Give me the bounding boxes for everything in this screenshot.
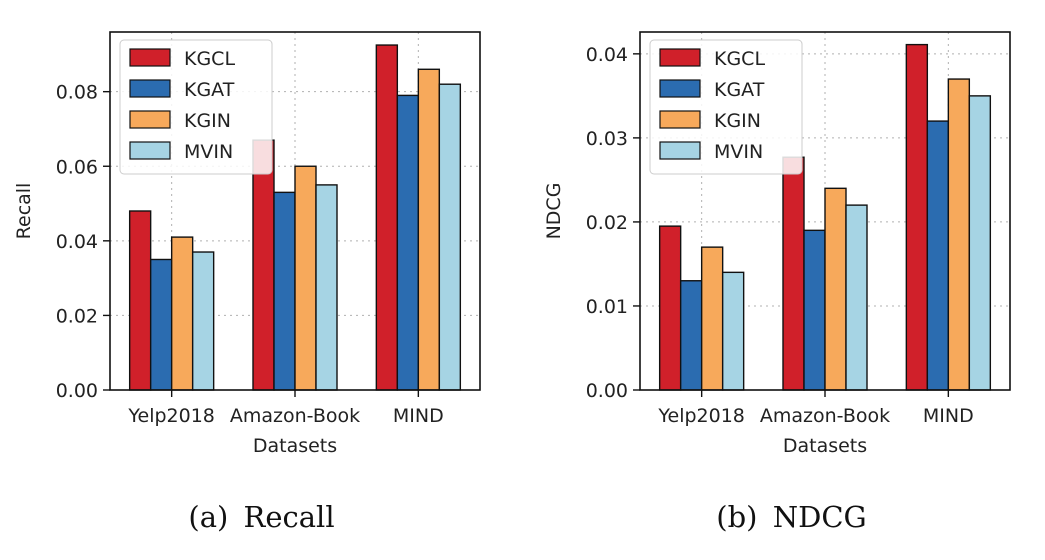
ndcg-bar-kgcl-yelp2018 <box>658 225 682 391</box>
recall-y-tick-label: 0.08 <box>56 82 98 104</box>
ndcg-y-tick-label: 0.00 <box>586 380 628 402</box>
recall-bar-kgat-yelp2018 <box>149 258 173 391</box>
ndcg-bar-kgin-amazon-book <box>824 187 847 391</box>
recall-caption-text: Recall <box>243 500 335 534</box>
recall-chart: 0.00 0.02 0.04 0.06 0.08 Yelp2018 Amazon-Book M… <box>13 31 481 457</box>
recall-x-tick-label: Yelp2018 <box>127 405 214 427</box>
ndcg-legend-box <box>649 39 803 175</box>
ndcg-legend-label-mvin: MVIN <box>714 141 763 163</box>
recall-bar-kgin-mind <box>417 68 441 391</box>
ndcg-bar-kgin-yelp2018 <box>700 246 724 391</box>
recall-legend-label-kgin: KGIN <box>184 110 231 132</box>
ndcg-bar-kgcl-amazon-book <box>782 156 805 391</box>
recall-bar-mvin-yelp2018 <box>191 251 215 391</box>
ndcg-legend-label-kgin: KGIN <box>714 110 761 132</box>
ndcg-y-tick-label: 0.04 <box>586 44 628 66</box>
ndcg-y-tick-label: 0.03 <box>586 128 628 150</box>
recall-x-tick-label: Amazon-Book <box>230 405 360 427</box>
ndcg-bar-mvin-amazon-book <box>845 204 868 391</box>
recall-legend-label-kgat: KGAT <box>184 79 235 101</box>
recall-y-tick-label: 0.02 <box>56 305 98 327</box>
recall-bar-mvin-amazon-book <box>315 184 338 391</box>
recall-bar-kgcl-mind <box>375 44 399 391</box>
ndcg-bar-kgat-mind <box>926 120 950 391</box>
recall-bar-mvin-mind <box>438 83 462 391</box>
ndcg-legend-swatch-mvin <box>659 141 701 160</box>
ndcg-caption-label: (b) <box>716 500 758 534</box>
ndcg-legend-label-kgat: KGAT <box>714 79 765 101</box>
recall-y-tick-label: 0.06 <box>56 156 98 178</box>
recall-bar-kgin-amazon-book <box>294 165 317 391</box>
ndcg-x-tick-label: MIND <box>923 405 974 427</box>
ndcg-y-tick-label: 0.02 <box>586 212 628 234</box>
recall-x-axis-label: Datasets <box>253 435 337 457</box>
ndcg-bar-kgcl-mind <box>905 43 929 391</box>
recall-bar-kgat-mind <box>396 94 420 391</box>
recall-y-tick-label: 0.00 <box>56 380 98 402</box>
ndcg-legend-swatch-kgcl <box>659 48 701 67</box>
recall-bar-kgcl-amazon-book <box>252 139 275 391</box>
ndcg-y-tick-label: 0.01 <box>586 296 628 318</box>
recall-y-tick-label: 0.04 <box>56 231 98 253</box>
ndcg-bar-mvin-yelp2018 <box>721 271 745 391</box>
ndcg-bar-kgat-yelp2018 <box>679 280 703 391</box>
ndcg-caption: (b) NDCG <box>530 500 1045 534</box>
recall-legend-label-kgcl: KGCL <box>184 48 235 70</box>
ndcg-legend-swatch-kgin <box>659 110 701 129</box>
ndcg-bar-kgin-mind <box>947 78 971 391</box>
recall-legend-swatch-kgat <box>129 79 171 98</box>
ndcg-legend: KGCL KGAT KGIN MVIN <box>649 39 803 175</box>
recall-caption-label: (a) <box>188 500 229 534</box>
recall-legend-swatch-kgin <box>129 110 171 129</box>
ndcg-x-tick-label: Amazon-Book <box>760 405 890 427</box>
recall-y-axis-label: Recall <box>13 183 35 240</box>
recall-bar-kgcl-yelp2018 <box>128 210 152 391</box>
ndcg-x-tick-label: Yelp2018 <box>657 405 744 427</box>
recall-caption: (a) Recall <box>0 500 523 534</box>
ndcg-bars <box>658 43 992 391</box>
ndcg-y-axis-label: NDCG <box>543 183 565 240</box>
recall-legend: KGCL KGAT KGIN MVIN <box>119 39 273 175</box>
recall-bar-kgat-amazon-book <box>273 191 296 391</box>
ndcg-bar-kgat-amazon-book <box>803 229 826 391</box>
recall-legend-swatch-kgcl <box>129 48 171 67</box>
recall-legend-box <box>119 39 273 175</box>
recall-legend-swatch-mvin <box>129 141 171 160</box>
ndcg-bar-mvin-mind <box>968 95 992 391</box>
ndcg-chart: 0.00 0.01 0.02 0.03 0.04 Yelp2018 Amazon-Book M… <box>543 31 1011 457</box>
recall-bar-kgin-yelp2018 <box>170 236 194 391</box>
ndcg-x-axis-label: Datasets <box>783 435 867 457</box>
ndcg-caption-text: NDCG <box>772 500 867 534</box>
ndcg-legend-label-kgcl: KGCL <box>714 48 765 70</box>
ndcg-chart-panel: 0.00 0.01 0.02 0.03 0.04 Yelp2018 Amazon-Book M… <box>530 0 1045 560</box>
recall-chart-panel: 0.00 0.02 0.04 0.06 0.08 Yelp2018 Amazon-Book M… <box>0 31 523 534</box>
recall-x-tick-label: MIND <box>393 405 444 427</box>
ndcg-legend-swatch-kgat <box>659 79 701 98</box>
recall-bars <box>128 44 462 391</box>
recall-legend-label-mvin: MVIN <box>184 141 233 163</box>
